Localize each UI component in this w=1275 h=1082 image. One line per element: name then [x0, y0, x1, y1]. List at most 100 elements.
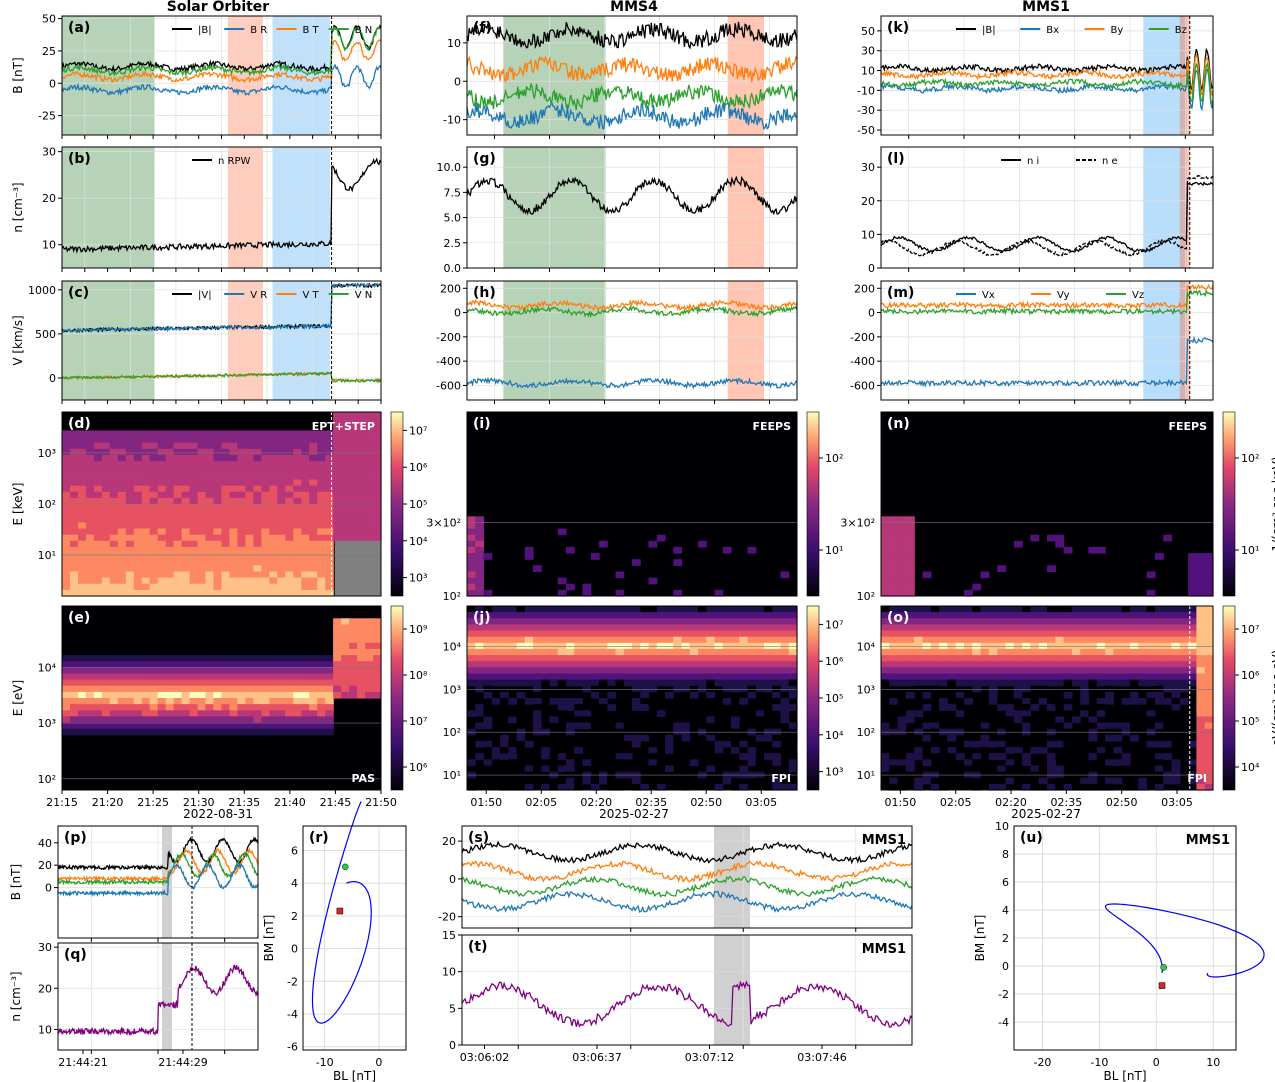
heatmap-cell [221, 655, 231, 662]
heatmap-cell [293, 589, 302, 597]
heatmap-cell [905, 589, 915, 597]
heatmap-cell [681, 655, 691, 662]
heatmap-cell [62, 497, 71, 505]
heatmap-cell [788, 606, 798, 613]
heatmap-cell [574, 722, 584, 730]
heatmap-cell [632, 624, 641, 632]
heatmap-cell [557, 710, 567, 717]
heatmap-cell [955, 667, 965, 674]
heatmap-cell [706, 655, 716, 662]
heatmap-cell [301, 454, 310, 462]
heatmap-cell [939, 636, 948, 644]
heatmap-cell [1171, 759, 1181, 766]
heatmap-cell [357, 522, 366, 530]
colorbar-label: eV/(cm² sr s eV) [1270, 650, 1275, 747]
heatmap-cell [533, 624, 542, 632]
heatmap-cell [317, 565, 326, 572]
heatmap-cell [467, 571, 476, 579]
heatmap-cell [930, 673, 940, 681]
heatmap-cell [557, 606, 567, 613]
heatmap-cell [117, 667, 127, 674]
heatmap-cell [285, 497, 294, 505]
heatmap-cell [1138, 661, 1148, 668]
heatmap-cell [189, 571, 199, 579]
heatmap-cell [714, 716, 724, 724]
heatmap-cell [197, 722, 207, 730]
heatmap-cell [78, 430, 87, 438]
heatmap-cell [533, 679, 542, 687]
heatmap-cell [365, 679, 374, 687]
heatmap-cell [117, 479, 127, 487]
heatmap-cell [365, 479, 374, 487]
heatmap-cell [253, 546, 262, 554]
heatmap-cell [277, 485, 286, 493]
heatmap-cell [325, 565, 334, 572]
heatmap-cell [117, 559, 127, 566]
heatmap-cell [491, 753, 501, 760]
heatmap-cell [516, 648, 526, 656]
heatmap-cell [149, 442, 159, 450]
heatmap-cell [508, 698, 518, 705]
heatmap-cell [500, 716, 509, 724]
heatmap-cell [788, 630, 798, 638]
heatmap-cell [640, 606, 650, 613]
heatmap-cell [165, 479, 175, 487]
heatmap-cell [640, 753, 650, 760]
heatmap-cell [261, 510, 270, 517]
heatmap-cell [764, 716, 773, 724]
heatmap-cell [101, 504, 111, 511]
heatmap-cell [1055, 534, 1065, 542]
heatmap-cell [1080, 734, 1090, 742]
heatmap-cell [109, 504, 119, 511]
heatmap-cell [181, 728, 191, 736]
heatmap-cell [889, 673, 899, 681]
colorbar-tick-label: 10⁷ [409, 715, 427, 728]
heatmap-cell [205, 667, 215, 674]
heatmap-cell [253, 577, 262, 585]
heatmap-cell [253, 522, 262, 530]
heatmap-cell [357, 648, 366, 656]
heatmap-cell [1138, 777, 1148, 785]
heatmap-cell [516, 747, 526, 754]
heatmap-cell [205, 454, 215, 462]
heatmap-cell [681, 630, 691, 638]
heatmap-cell [566, 624, 575, 632]
heatmap-cell [706, 612, 716, 619]
heatmap-cell [648, 753, 658, 760]
heatmap-cell [333, 534, 342, 542]
heatmap-cell [491, 642, 501, 650]
heatmap-cell [988, 642, 998, 650]
legend-entry: |B| [198, 25, 212, 36]
heatmap-cell [293, 679, 302, 687]
heatmap-cell [269, 559, 278, 566]
heatmap-cell [301, 577, 310, 585]
heatmap-cell [1055, 679, 1065, 687]
heatmap-cell [590, 679, 600, 687]
instrument-label: PAS [352, 772, 376, 785]
heatmap-cell [213, 565, 223, 572]
heatmap-cell [85, 436, 95, 444]
heatmap-cell [1096, 648, 1106, 656]
heatmap-cell [109, 710, 119, 717]
heatmap-cell [764, 661, 773, 668]
heatmap-cell [109, 510, 119, 517]
heatmap-cell [277, 716, 286, 724]
heatmap-cell [325, 485, 334, 493]
heatmap-cell [508, 673, 518, 681]
heatmap-cell [341, 522, 350, 530]
heatmap-cell [623, 667, 633, 674]
heatmap-cell [475, 571, 485, 579]
heatmap-cell [1179, 716, 1189, 724]
heatmap-cell [1005, 624, 1015, 632]
heatmap-cell [205, 716, 215, 724]
heatmap-cell [714, 710, 724, 717]
heatmap-cell [615, 765, 625, 773]
heatmap-cell [656, 673, 666, 681]
heatmap-cell [500, 753, 509, 760]
heatmap-cell [599, 655, 608, 662]
heatmap-cell [149, 583, 159, 591]
legend-entry: Bx [1046, 25, 1059, 36]
hodogram-curve [1104, 903, 1265, 978]
heatmap-cell [269, 479, 278, 487]
heatmap-cell [897, 589, 907, 597]
